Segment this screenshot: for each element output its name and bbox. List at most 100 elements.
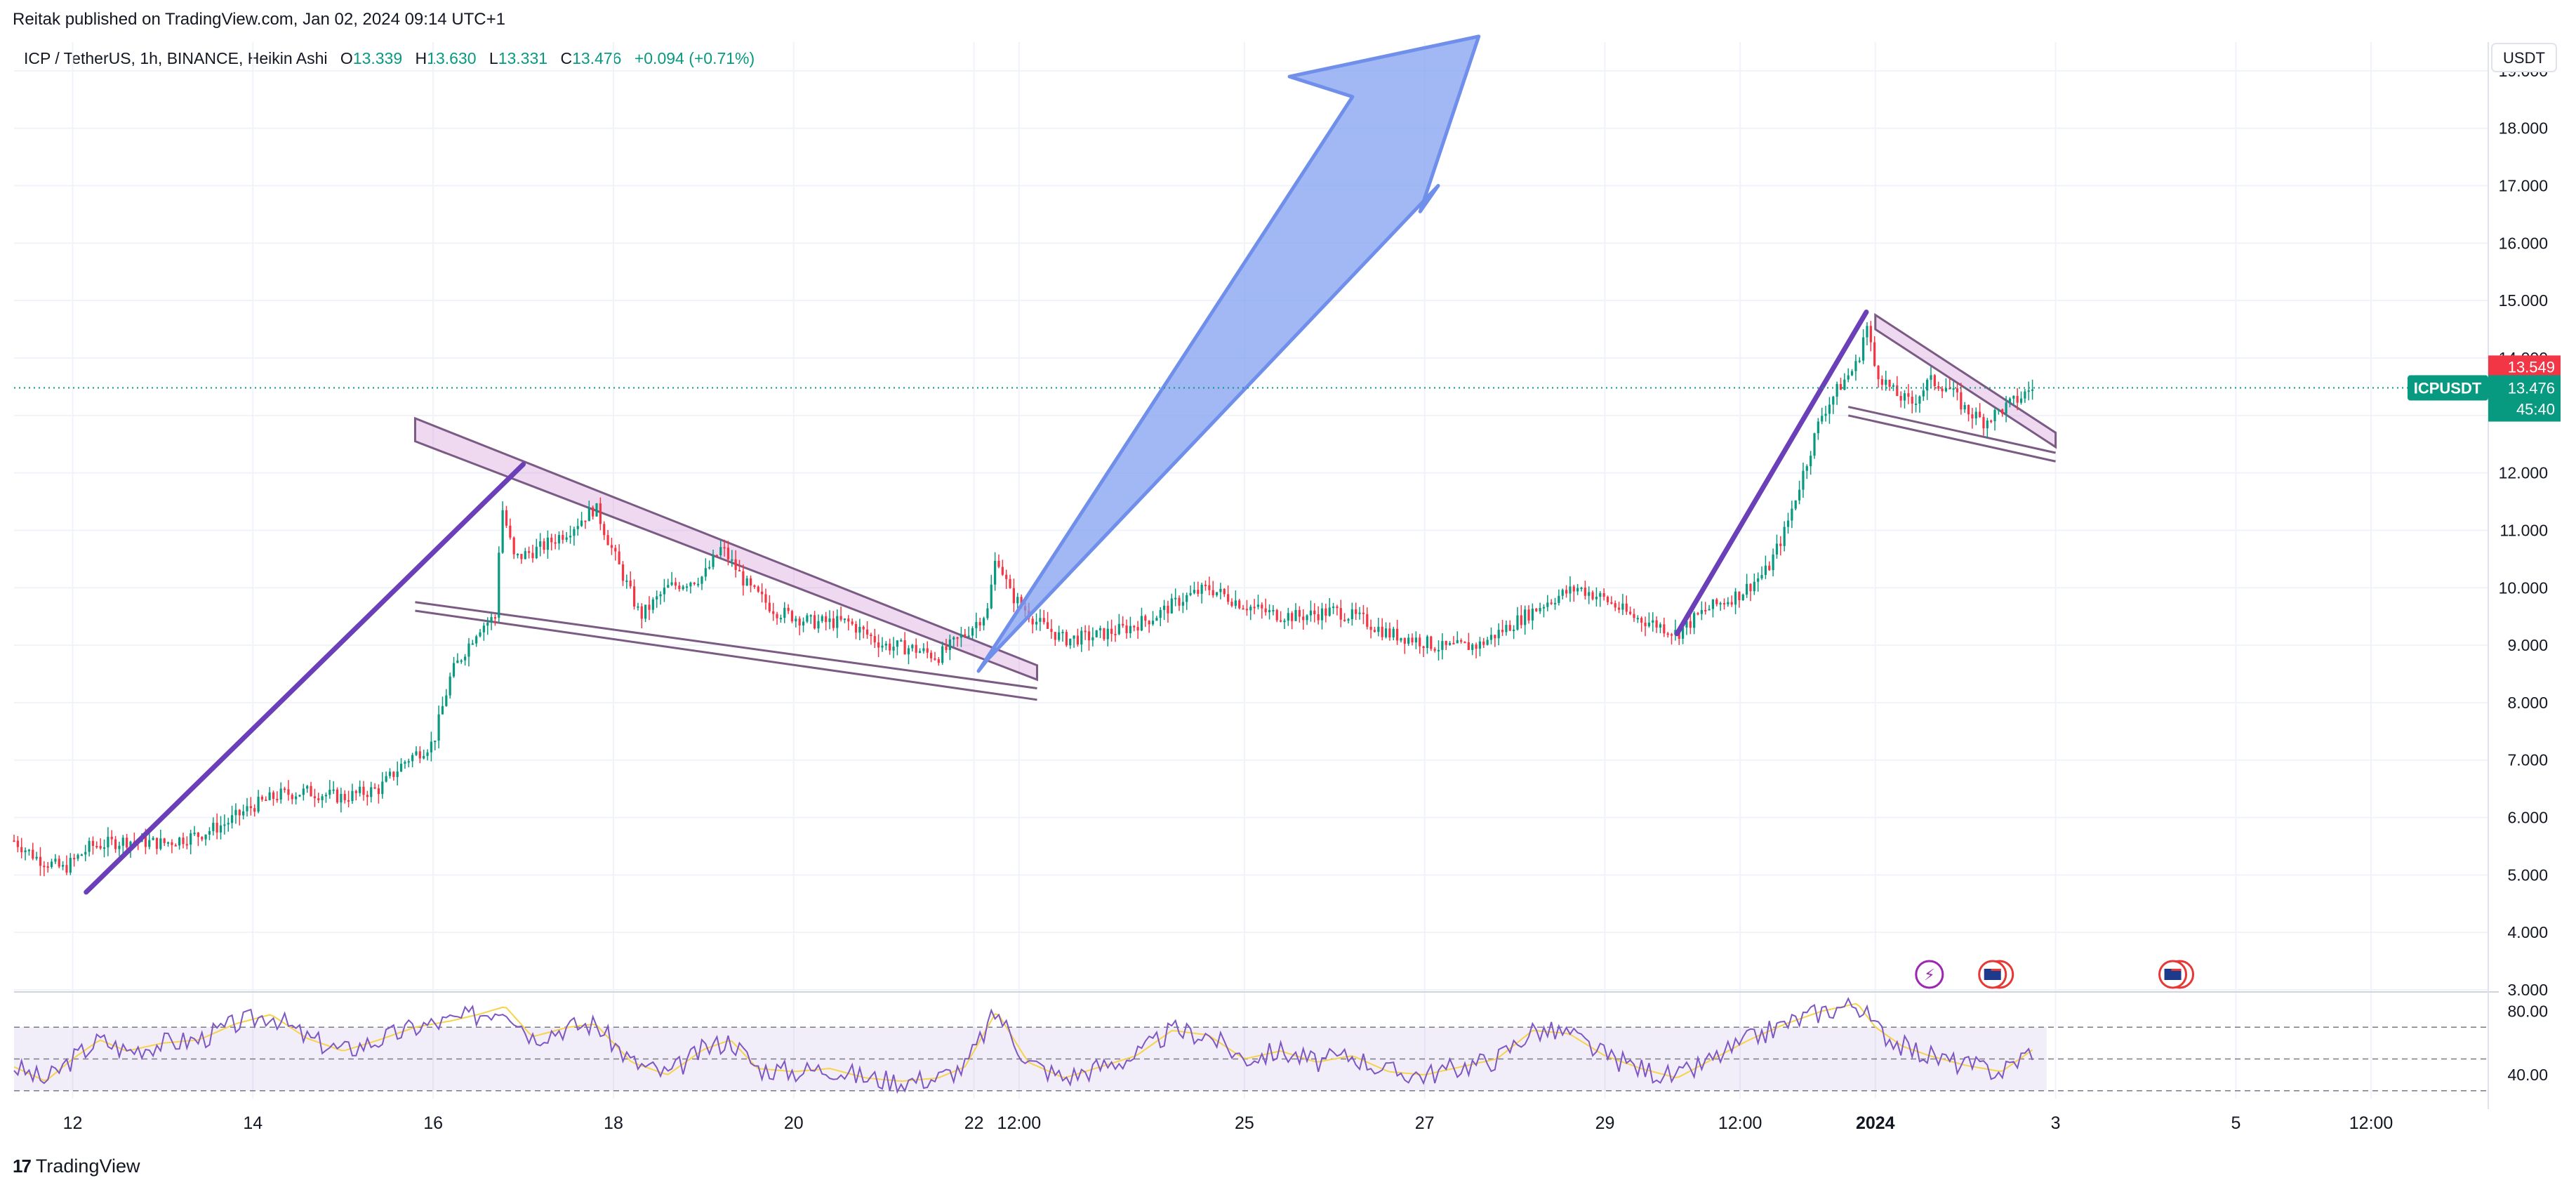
candle-body xyxy=(749,578,752,585)
tradingview-logo-icon[interactable]: 17 xyxy=(13,1155,32,1177)
candle-body xyxy=(1971,414,1974,419)
candle-body xyxy=(2001,409,2004,414)
candle-body xyxy=(1298,609,1301,617)
close-label: C xyxy=(560,49,573,67)
candle-body xyxy=(1553,602,1557,604)
candle-body xyxy=(663,588,666,595)
candle-body xyxy=(1215,592,1219,595)
candle-body xyxy=(1249,607,1252,611)
candle-body xyxy=(712,555,715,567)
candle-body xyxy=(629,581,632,587)
candle-body xyxy=(1031,618,1034,625)
time-axis[interactable]: 12 14 16 18 20 22 12:00 25 27 29 12:00 2024 3 5 12:00 xyxy=(63,1113,2394,1133)
candle-body xyxy=(994,560,997,585)
candle-body xyxy=(423,755,425,759)
candle-body xyxy=(268,792,271,800)
candle-body xyxy=(418,751,421,759)
price-axis[interactable]: 3.000 4.000 5.000 6.000 7.000 8.000 9.000 10.00… xyxy=(2408,43,2561,1084)
candle-body xyxy=(708,567,711,569)
candle-body xyxy=(1546,602,1549,607)
candle-body xyxy=(1652,620,1654,623)
candle-body xyxy=(2027,390,2030,392)
footer-brand-label[interactable]: TradingView xyxy=(35,1155,140,1177)
candle-body xyxy=(892,647,895,651)
candle-body xyxy=(1850,371,1854,376)
candle-body xyxy=(825,616,828,623)
candle-body xyxy=(1238,600,1241,609)
candle-body xyxy=(430,741,432,753)
candle-body xyxy=(65,865,68,873)
candle-body xyxy=(1794,500,1797,509)
candle-body xyxy=(573,529,576,536)
candle-body xyxy=(960,634,963,638)
price-tick-label: 15.000 xyxy=(2499,291,2548,310)
candle-body xyxy=(1783,527,1786,546)
candle-body xyxy=(1437,649,1440,651)
candle-body xyxy=(1073,635,1075,639)
projection-arrow xyxy=(976,34,1481,673)
header-bar: Reitak published on TradingView.com, Jan… xyxy=(0,0,2576,44)
candle-body xyxy=(276,799,279,801)
price-tick-label: 9.000 xyxy=(2507,636,2548,654)
candle-body xyxy=(877,642,880,648)
candle-body xyxy=(1786,520,1790,527)
candle-body xyxy=(1896,385,1899,396)
candle-body xyxy=(182,837,185,845)
candle-body xyxy=(1084,630,1087,633)
candle-body xyxy=(1016,597,1019,604)
candle-body xyxy=(223,824,226,826)
candle-body xyxy=(1843,379,1846,390)
time-tick-label: 20 xyxy=(784,1113,804,1133)
candle-body xyxy=(1486,640,1489,645)
candle-body xyxy=(302,788,305,795)
candle-body xyxy=(373,787,376,789)
candle-body xyxy=(1821,416,1824,422)
candle-body xyxy=(1261,604,1263,609)
candle-body xyxy=(554,542,557,544)
candle-body xyxy=(1741,594,1744,600)
candle-body xyxy=(656,596,658,600)
rsi-pane xyxy=(13,997,2488,1094)
candle-body xyxy=(1666,633,1669,635)
time-tick-label: 12:00 xyxy=(1718,1113,1762,1133)
candle-body xyxy=(1042,618,1045,623)
candle-body xyxy=(524,551,526,559)
candle-body xyxy=(1911,397,1913,404)
candle-body xyxy=(1738,591,1741,600)
symbol-badge xyxy=(2408,375,2488,401)
candle-body xyxy=(1065,632,1068,646)
candle-body xyxy=(347,800,350,802)
symbol-name[interactable]: ICP / TetherUS, 1h, BINANCE, Heikin Ashi xyxy=(24,49,328,67)
candle-body xyxy=(227,823,230,825)
candle-body xyxy=(862,626,865,630)
candle-body xyxy=(1140,616,1143,631)
candle-body xyxy=(742,571,745,586)
event-markers[interactable]: ⚡ xyxy=(1915,960,2195,989)
candle-body xyxy=(704,568,707,577)
candle-body xyxy=(415,751,418,755)
candle-body xyxy=(2005,402,2007,414)
candle-body xyxy=(1839,384,1843,390)
candle-body xyxy=(964,634,967,636)
candle-body xyxy=(332,789,335,791)
candle-body xyxy=(986,608,989,618)
candle-body xyxy=(212,823,215,831)
candle-body xyxy=(460,660,463,662)
candle-body xyxy=(1960,392,1963,410)
footer-brand[interactable]: 17 TradingView xyxy=(13,1155,140,1177)
candle-body xyxy=(1020,597,1023,607)
candle-body xyxy=(1847,375,1850,380)
candle-body xyxy=(907,648,910,655)
candle-body xyxy=(1317,614,1320,621)
candle-body xyxy=(1779,543,1782,546)
candle-body xyxy=(1880,379,1883,385)
candle-body xyxy=(1501,630,1504,633)
price-tick-label: 10.000 xyxy=(2499,578,2548,597)
candle-body xyxy=(452,663,456,677)
candle-body xyxy=(896,640,899,647)
candle-body xyxy=(934,658,936,660)
candle-body xyxy=(1997,409,2000,411)
candle-body xyxy=(975,622,978,628)
candle-body xyxy=(1407,637,1410,644)
